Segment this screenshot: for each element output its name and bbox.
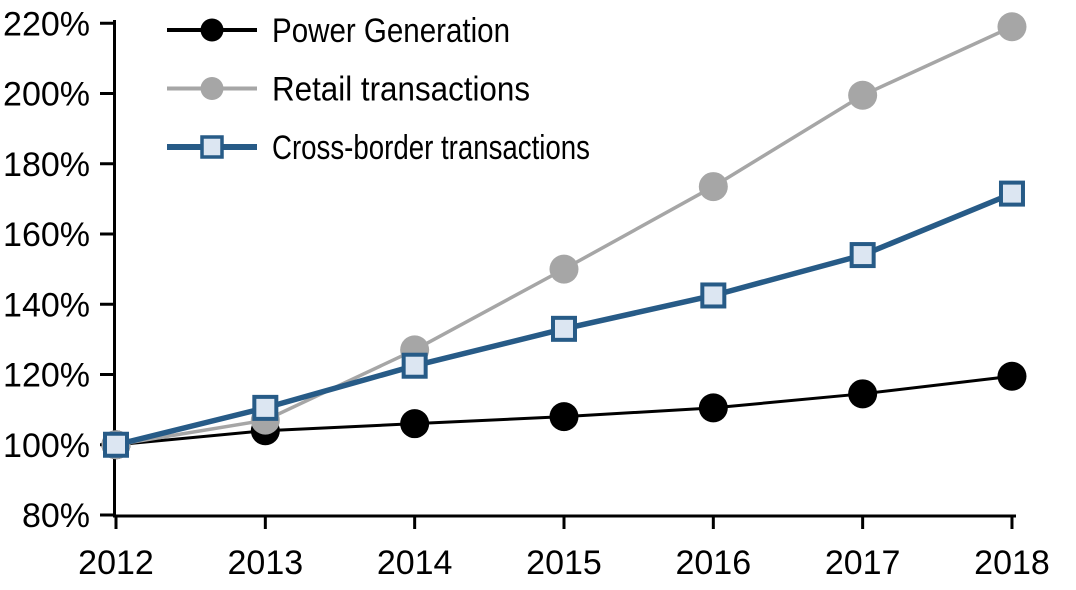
- y-axis-ticks: 80% 100% 120% 140% 160% 180% 200% 220%: [3, 5, 115, 535]
- data-series: [101, 12, 1027, 460]
- data-point-cross-border-transactions: [401, 352, 428, 379]
- data-point-power-generation: [997, 361, 1027, 391]
- y-axis-tick-label: 100%: [3, 427, 90, 465]
- legend: Power Generation Retail transactions Cross…: [167, 12, 590, 167]
- y-axis-tick-label: 160%: [3, 216, 90, 254]
- legend-label-retail-transactions: Retail transactions: [272, 71, 530, 109]
- data-point-retail-transactions: [549, 254, 579, 284]
- data-point-retail-transactions: [997, 12, 1027, 42]
- legend-marker-power-generation: [200, 18, 224, 42]
- x-axis-tick-label: 2013: [228, 544, 304, 582]
- x-axis-tick-label: 2016: [675, 544, 751, 582]
- y-axis-tick-label: 200%: [3, 76, 90, 114]
- x-axis-tick-label: 2015: [526, 544, 602, 582]
- x-axis-tick-label: 2014: [377, 544, 453, 582]
- legend-marker-cross-border-transactions: [200, 135, 224, 159]
- legend-marker-retail-transactions: [200, 77, 224, 100]
- x-axis-tick-label: 2012: [78, 544, 154, 582]
- y-axis-tick-label: 80%: [22, 497, 90, 535]
- legend-label-cross-border-transactions: Cross-border transactions: [272, 129, 590, 167]
- data-point-power-generation: [400, 409, 430, 439]
- x-axis-tick-label: 2017: [825, 544, 901, 582]
- data-point-cross-border-transactions: [849, 242, 876, 269]
- data-point-power-generation: [698, 393, 728, 423]
- y-axis-tick-label: 220%: [3, 5, 90, 43]
- y-axis-tick-label: 140%: [3, 286, 90, 324]
- data-point-cross-border-transactions: [550, 315, 577, 342]
- data-point-cross-border-transactions: [103, 431, 129, 458]
- data-point-cross-border-transactions: [700, 282, 727, 309]
- x-axis-tick-label: 2018: [974, 544, 1050, 582]
- legend-label-power-generation: Power Generation: [272, 12, 510, 50]
- x-axis-ticks: 2012 2013 2014 2015 2016 2017 2018: [78, 516, 1050, 582]
- data-point-cross-border-transactions: [998, 180, 1025, 207]
- data-point-power-generation: [549, 402, 579, 432]
- y-axis-tick-label: 180%: [3, 146, 90, 184]
- data-point-retail-transactions: [698, 172, 728, 202]
- y-axis-tick-label: 120%: [3, 357, 90, 395]
- data-point-cross-border-transactions: [252, 394, 279, 421]
- data-point-power-generation: [848, 379, 878, 409]
- data-point-retail-transactions: [848, 80, 878, 110]
